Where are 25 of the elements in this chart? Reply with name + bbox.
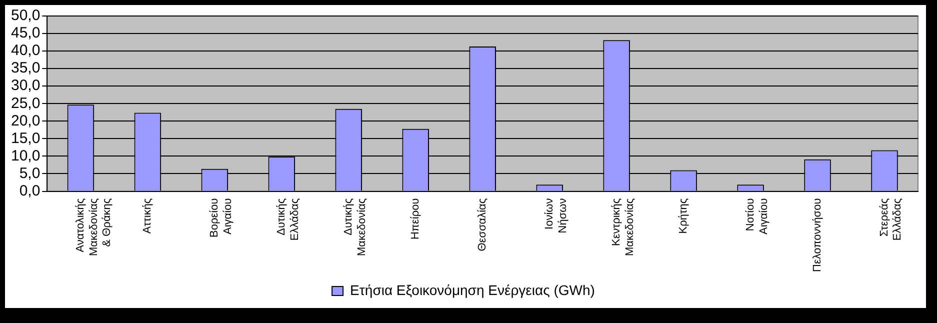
x-tick-label: Βορείου Αιγαίου [208,198,234,238]
x-tick-label: Ιονίων Νήσων [544,198,569,234]
y-tick-label: 10,0 [10,147,40,164]
x-tick-label: Δυτικής Ελλάδας [276,198,301,241]
x-tick-label: Νοτίου Αιγαίου [744,198,770,234]
y-tick-label: 40,0 [10,42,40,60]
x-tick-label: Ανατολικής Μακεδονίας & Θράκης [74,198,114,256]
y-tick-label: 5,0 [19,164,40,182]
x-tick-label: Αττικής [142,198,154,234]
y-tick-label: 0,0 [19,182,40,200]
x-tick-label: Κρήτης [678,198,690,234]
x-tick-label: Κεντρικής Μακεδονίας [610,198,636,256]
x-tick-label: Στερεάς Ελλάδας [878,198,904,241]
y-tick-label: 20,0 [10,112,40,130]
y-tick-label: 15,0 [10,130,40,147]
y-tick-label: 50,0 [10,7,40,24]
y-tick-label: 30,0 [10,77,40,94]
legend-label: Ετήσια Εξοικονόμηση Ενέργειας (GWh) [350,282,595,298]
x-tick-label: Θεσσαλίας [476,198,489,252]
x-tick-label: Δυτικής Μακεδονίας [342,198,368,256]
y-tick-label: 45,0 [10,24,40,42]
x-tick-label: Πελοποννήσου [812,198,824,272]
y-tick-label: 35,0 [10,60,40,77]
y-tick-label: 25,0 [10,94,40,112]
x-tick-label: Ηπείρου [410,198,422,240]
